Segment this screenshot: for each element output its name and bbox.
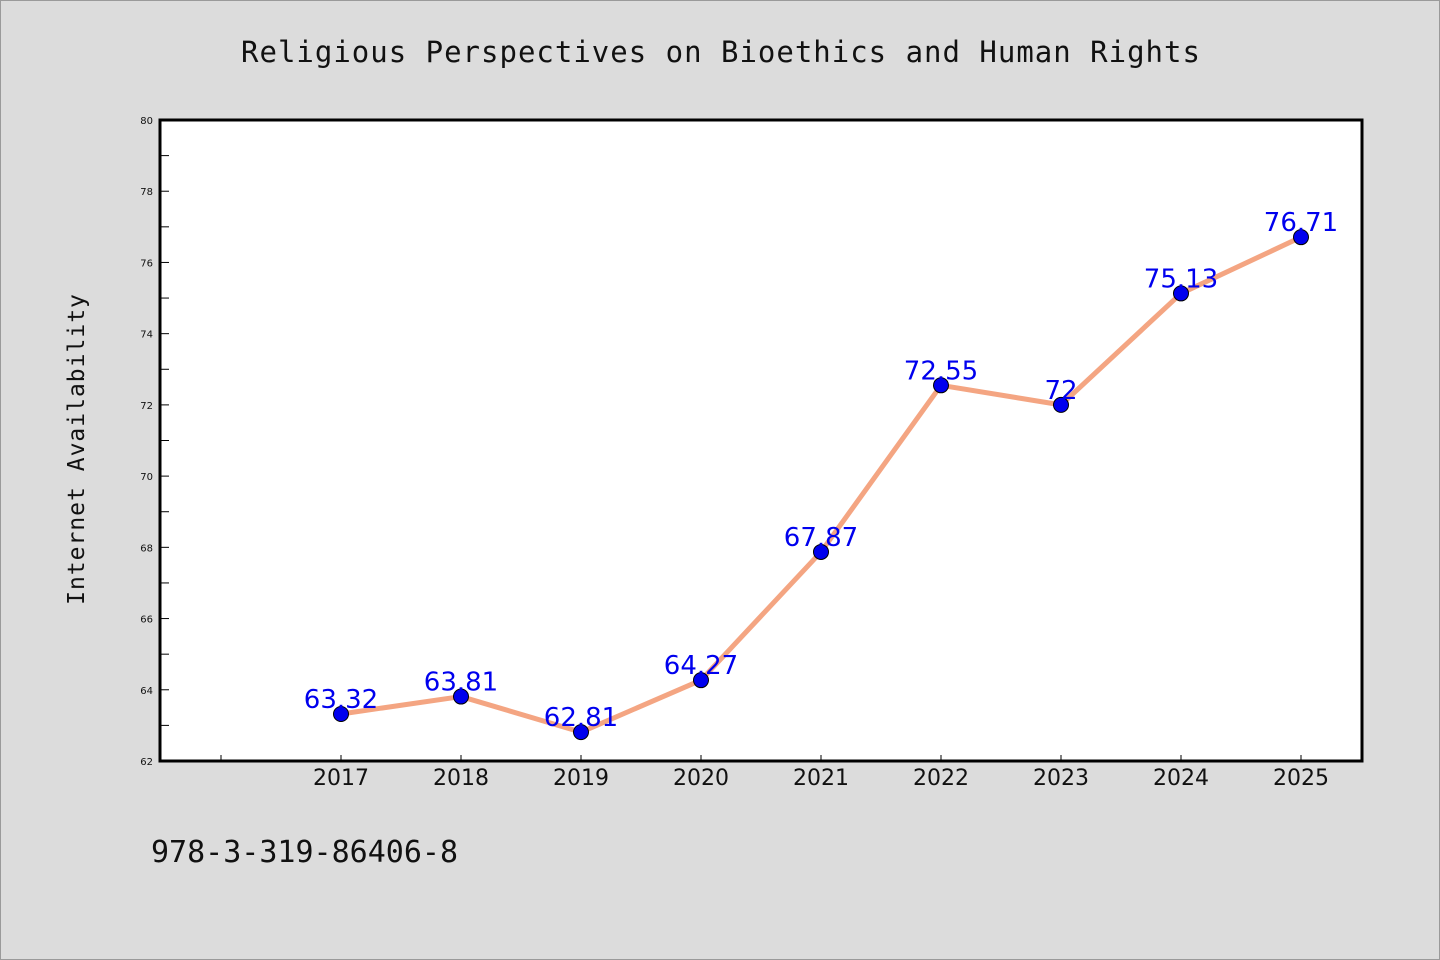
y-axis-ticks: 62 64 66 68 70 72 74 76 78 80 xyxy=(140,116,169,768)
data-point xyxy=(333,705,349,722)
data-label: 67.87 xyxy=(784,523,858,553)
data-label: 63.32 xyxy=(304,685,378,715)
data-label: 76.71 xyxy=(1264,208,1338,238)
data-point xyxy=(1173,285,1189,302)
y-tick-label: 64 xyxy=(140,686,153,697)
series-line xyxy=(333,229,1309,741)
data-point xyxy=(1293,229,1309,246)
x-tick-label: 2018 xyxy=(433,766,489,791)
data-label: 62.81 xyxy=(544,703,618,733)
y-tick-label: 62 xyxy=(140,757,153,768)
data-point xyxy=(813,543,829,560)
x-tick-label: 2019 xyxy=(553,766,609,791)
data-point xyxy=(573,724,589,741)
y-tick-label: 78 xyxy=(140,187,153,198)
y-tick-label: 66 xyxy=(140,615,153,626)
y-tick-label: 72 xyxy=(140,401,153,412)
x-tick-label: 2017 xyxy=(313,766,369,791)
y-tick-label: 68 xyxy=(140,543,153,554)
x-tick-label: 2025 xyxy=(1273,766,1329,791)
data-point xyxy=(453,688,469,705)
data-label: 75.13 xyxy=(1144,264,1218,294)
y-tick-label: 76 xyxy=(140,258,153,269)
data-point xyxy=(1053,396,1069,413)
data-label: 63.81 xyxy=(424,668,498,698)
x-tick-label: 2020 xyxy=(673,766,729,791)
y-tick-label: 80 xyxy=(140,116,153,127)
x-axis-ticks: 2017 2018 2019 2020 2021 2022 2023 2024 2025 xyxy=(220,755,1329,791)
data-labels: 63.32 63.81 62.81 64.27 67.87 72.55 72 75.13 76.… xyxy=(304,208,1338,733)
x-tick-label: 2023 xyxy=(1033,766,1089,791)
data-point xyxy=(933,377,949,394)
chart-title: Religious Perspectives on Bioethics and … xyxy=(241,35,1201,69)
x-tick-label: 2024 xyxy=(1153,766,1209,791)
data-label: 72 xyxy=(1044,376,1077,406)
data-label: 64.27 xyxy=(664,651,738,681)
plot-area xyxy=(158,118,1364,763)
x-tick-label: 2022 xyxy=(913,766,969,791)
x-tick-label: 2021 xyxy=(793,766,849,791)
y-tick-label: 70 xyxy=(140,472,153,483)
y-tick-label: 74 xyxy=(140,330,153,341)
data-point xyxy=(693,672,709,689)
data-label: 72.55 xyxy=(904,356,978,386)
isbn-code: 978-3-319-86406-8 xyxy=(151,835,459,870)
